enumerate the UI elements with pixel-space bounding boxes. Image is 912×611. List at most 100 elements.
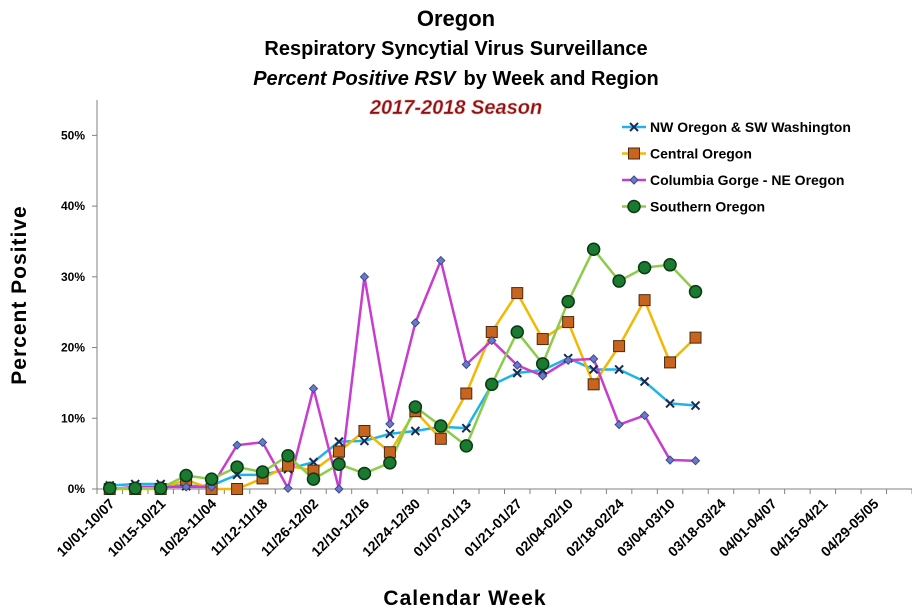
legend-label: Southern Oregon (650, 199, 765, 215)
marker-circle (383, 456, 397, 470)
marker-circle (459, 439, 474, 453)
marker-x (512, 368, 522, 378)
chart-subtitle: Respiratory Syncytial Virus Surveillance (264, 38, 647, 60)
season-label: 2017-2018 Season (369, 97, 542, 119)
marker-diamond (588, 354, 599, 364)
marker-diamond (410, 318, 421, 328)
y-tick-label: 40% (61, 199, 85, 213)
marker-square (358, 425, 371, 438)
marker-x (359, 436, 370, 446)
marker-square (231, 483, 244, 495)
marker-circle (102, 481, 117, 496)
marker-circle (535, 357, 550, 371)
marker-square (638, 294, 651, 307)
marker-circle (179, 468, 193, 483)
marker-x (461, 423, 472, 433)
marker-diamond (283, 483, 293, 494)
marker-x (639, 376, 650, 387)
subtitle-italic: Percent Positive RSV (253, 68, 457, 90)
marker-diamond (359, 272, 370, 282)
marker-circle (204, 472, 219, 486)
marker-circle (306, 472, 321, 486)
y-tick-label: 30% (61, 270, 85, 284)
marker-square (562, 316, 575, 329)
marker-square (664, 356, 677, 369)
y-axis-label: Percent Positive (8, 205, 31, 384)
legend-label: Columbia Gorge - NE Oregon (650, 172, 844, 188)
marker-circle (230, 460, 244, 474)
marker-diamond (639, 410, 650, 421)
chart-title: Oregon (417, 6, 495, 31)
marker-circle (561, 294, 575, 309)
marker-x (690, 400, 701, 411)
marker-diamond (436, 255, 446, 266)
marker-diamond (690, 456, 701, 466)
marker-x-stroke (512, 368, 522, 378)
marker-circle (612, 274, 626, 288)
marker-circle (153, 481, 168, 496)
marker-circle (510, 325, 524, 339)
marker-x-stroke (629, 122, 639, 132)
marker-x-stroke (385, 429, 395, 439)
marker-diamond (629, 175, 639, 185)
marker-x-stroke (334, 436, 344, 447)
marker-x-stroke (690, 400, 701, 411)
marker-square (332, 445, 345, 458)
marker-diamond (232, 440, 242, 450)
chart-subtitle-2: Percent Positive RSV by Week and Region (253, 68, 659, 90)
marker-x (410, 426, 421, 436)
series-line (109, 256, 696, 492)
marker-diamond (181, 482, 191, 492)
marker-x-stroke (588, 364, 599, 375)
y-tick-label: 10% (61, 411, 85, 425)
y-tick-label: 0% (68, 482, 86, 496)
x-axis-label: Calendar Week (383, 587, 546, 610)
legend-label: NW Oregon & SW Washington (650, 119, 851, 135)
marker-circle (128, 481, 142, 496)
marker-square (511, 287, 524, 300)
marker-square (383, 446, 396, 459)
marker-square (460, 387, 473, 400)
marker-circle (357, 466, 372, 481)
marker-square (689, 331, 702, 344)
marker-square (434, 432, 447, 445)
marker-diamond (334, 484, 344, 494)
marker-x (629, 122, 639, 132)
marker-circle (255, 465, 270, 479)
marker-x (665, 398, 675, 409)
marker-diamond (257, 437, 268, 448)
marker-x-stroke (461, 423, 472, 433)
marker-square (587, 378, 600, 391)
marker-x-stroke (639, 376, 650, 387)
marker-diamond (385, 419, 395, 429)
marker-circle (586, 242, 601, 256)
marker-circle (627, 199, 641, 214)
marker-circle (408, 400, 423, 414)
y-tick-label: 50% (61, 128, 85, 142)
marker-x-stroke (665, 398, 675, 409)
subtitle-rest: by Week and Region (464, 68, 659, 90)
marker-circle (663, 258, 677, 272)
marker-circle (281, 449, 295, 463)
marker-x-stroke (614, 364, 624, 375)
marker-diamond (487, 335, 497, 346)
marker-diamond (537, 371, 548, 381)
marker-circle (332, 457, 346, 471)
marker-x (588, 364, 599, 375)
series-line (109, 290, 697, 491)
marker-circle (637, 260, 652, 275)
marker-square (628, 147, 640, 160)
marker-diamond (512, 360, 522, 370)
marker-diamond (308, 383, 319, 394)
marker-circle (688, 284, 703, 299)
marker-circle (434, 419, 448, 433)
legend-label: Central Oregon (650, 146, 752, 162)
marker-x-stroke (359, 436, 370, 446)
marker-x-stroke (410, 426, 421, 436)
marker-diamond (461, 359, 472, 370)
marker-diamond (665, 455, 675, 465)
marker-x (334, 436, 344, 447)
marker-x (614, 364, 624, 375)
marker-diamond (563, 355, 573, 365)
